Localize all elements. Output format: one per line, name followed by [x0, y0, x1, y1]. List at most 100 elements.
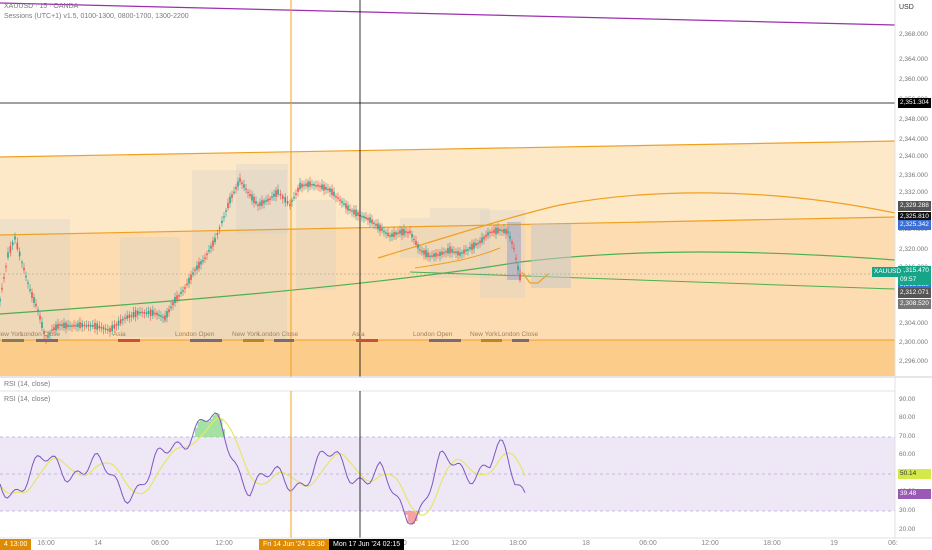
candle-body [5, 265, 7, 268]
candle-body [122, 318, 124, 321]
candle-body [249, 194, 251, 196]
upper-band-fill [0, 141, 895, 235]
time-tick-label: 19 [830, 540, 838, 547]
candle-body [473, 242, 475, 249]
candle-body [202, 259, 204, 262]
candlesticks[interactable] [0, 173, 521, 345]
candle-body [73, 324, 75, 327]
candle-body [345, 203, 347, 209]
symbol-badge: XAUUSD [872, 267, 904, 277]
candle-body [134, 310, 137, 318]
candle-body [381, 228, 383, 231]
candle-body [0, 298, 1, 302]
session-label: New York [0, 331, 24, 338]
rsi-legend[interactable]: RSI (14, close) [4, 396, 51, 403]
candle-body [493, 229, 495, 233]
candle-body [449, 246, 451, 254]
session-bar [243, 339, 264, 342]
candle-body [421, 250, 423, 253]
time-tick-label: 18:00 [763, 540, 781, 547]
symbol-legend[interactable]: XAUUSD · 15 · OANDA [4, 3, 79, 10]
rsi-overbought-fill [192, 412, 225, 437]
purple-trend-line[interactable] [0, 2, 896, 26]
session-box [192, 170, 287, 340]
candle-body [37, 309, 39, 311]
currency-label[interactable]: USD [899, 4, 914, 11]
orange-arc[interactable] [377, 192, 896, 259]
candle-body [104, 328, 107, 331]
candle-body [413, 238, 415, 241]
rsi-legend-top[interactable]: RSI (14, close) [4, 381, 51, 388]
candle-body [297, 187, 299, 192]
channel-fill [0, 217, 895, 340]
candle-body [511, 241, 513, 244]
candle-body [96, 323, 98, 330]
candle-body [145, 312, 148, 314]
session-bar [2, 339, 24, 342]
candle-body [1, 287, 3, 290]
candle-body [431, 255, 433, 257]
session-label: London Open [413, 331, 453, 338]
candle-body [212, 240, 214, 247]
candle-body [257, 204, 259, 207]
candle-body [369, 217, 371, 223]
rsi-ma-line[interactable] [0, 417, 526, 516]
candle-body [259, 202, 261, 206]
candle-body [407, 231, 409, 234]
candle-body [49, 332, 51, 335]
session-bar [274, 339, 294, 342]
session-box [120, 237, 180, 337]
rsi-tick-label: 20.00 [899, 526, 916, 533]
candle-body [243, 184, 245, 188]
candle-body [154, 312, 156, 315]
candle-body [158, 314, 160, 317]
candle-body [367, 217, 369, 221]
session-bar [481, 339, 502, 342]
candle-body [301, 183, 303, 188]
candle-body [311, 183, 313, 186]
candle-body [403, 229, 405, 235]
candle-body [128, 314, 131, 319]
orange-arc-lower[interactable] [414, 247, 501, 269]
candle-body [507, 231, 509, 233]
candle-body [18, 251, 21, 257]
candle-body [172, 302, 174, 306]
candle-body [487, 232, 489, 236]
channel-mid-line[interactable] [0, 216, 896, 236]
candle-body [357, 212, 359, 216]
price-tick-label: 2,348.000 [899, 116, 928, 123]
candle-body [461, 252, 463, 254]
candle-body [325, 186, 327, 190]
candle-body [174, 297, 176, 303]
projection-box[interactable] [531, 224, 571, 288]
candle-body [365, 216, 367, 220]
candle-body [94, 322, 96, 330]
time-tick-label: 14 [94, 540, 102, 547]
candle-body [405, 231, 407, 233]
candle-body [329, 188, 331, 192]
rsi-tick-label: 60.00 [899, 451, 916, 458]
rsi-line[interactable] [0, 412, 526, 525]
green-lower-line[interactable] [409, 271, 896, 290]
candle-body [379, 224, 381, 232]
channel-top-line[interactable] [0, 140, 896, 158]
candle-body [289, 204, 291, 206]
candle-body [411, 233, 413, 238]
candle-body [206, 253, 208, 256]
candle-body [503, 228, 505, 234]
price-badge: 2,325.342 [898, 220, 931, 230]
candle-body [29, 289, 31, 291]
candle-body [141, 311, 143, 314]
indicator-legend[interactable]: Sessions (UTC+1) v1.5, 0100-1300, 0800-1… [4, 13, 189, 20]
candle-body [293, 196, 295, 199]
candle-body [351, 210, 353, 212]
session-box [296, 200, 336, 290]
candle-body [231, 194, 233, 198]
candle-body [519, 273, 521, 281]
candle-body [225, 210, 227, 212]
candle-body [229, 196, 231, 204]
green-curve[interactable] [0, 251, 896, 315]
candle-body [147, 310, 150, 315]
price-badge: 2,351.304 [898, 98, 931, 108]
